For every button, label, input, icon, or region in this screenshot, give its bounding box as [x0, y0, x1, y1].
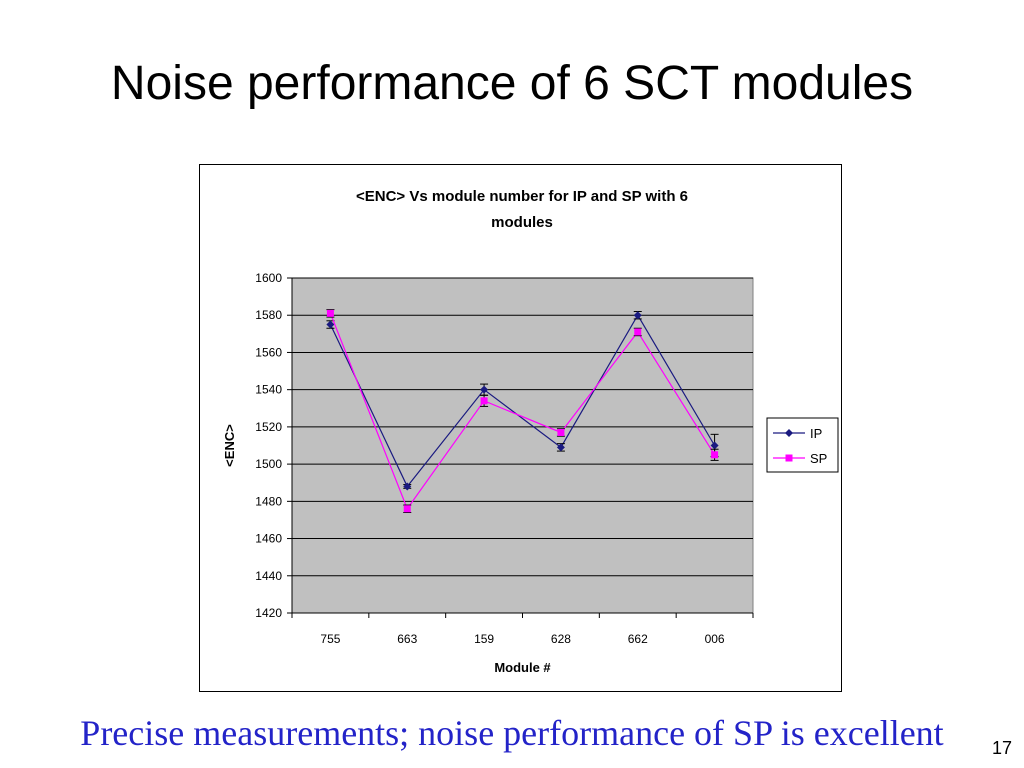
y-tick-label: 1460 — [255, 532, 282, 546]
y-tick-label: 1440 — [255, 569, 282, 583]
data-point-ip — [556, 443, 565, 452]
data-point-sp — [480, 397, 488, 405]
x-tick-label: 755 — [320, 632, 340, 646]
x-tick-label: 628 — [551, 632, 571, 646]
x-tick-label: 662 — [628, 632, 648, 646]
y-axis-label: <ENC> — [222, 424, 237, 467]
data-point-sp — [403, 505, 411, 513]
page-number: 17 — [992, 738, 1013, 758]
legend-marker-ip — [785, 429, 793, 437]
y-tick-label: 1520 — [255, 420, 282, 434]
chart-frame: <ENC> Vs module number for IP and SP wit… — [199, 164, 842, 692]
chart-title-line-2: modules — [491, 214, 553, 231]
y-tick-label: 1600 — [255, 271, 282, 285]
data-point-sp — [711, 451, 719, 459]
legend-label-ip: IP — [810, 426, 822, 441]
series-line-ip — [329, 314, 716, 488]
data-point-sp — [634, 328, 642, 336]
plot-area — [291, 277, 754, 614]
y-tick-label: 1420 — [255, 606, 282, 620]
chart-svg: <ENC> Vs module number for IP and SP wit… — [222, 188, 839, 675]
y-tick-label: 1500 — [255, 457, 282, 471]
data-point-ip — [710, 441, 719, 450]
y-tick-label: 1480 — [255, 494, 282, 508]
x-tick-label: 006 — [705, 632, 725, 646]
data-point-ip — [403, 482, 412, 491]
legend-box — [766, 417, 839, 473]
chart-title-line-1: <ENC> Vs module number for IP and SP wit… — [356, 188, 688, 205]
x-tick-label: 159 — [474, 632, 494, 646]
data-point-sp — [557, 428, 565, 436]
legend-label-sp: SP — [810, 451, 827, 466]
slide-title: Noise performance of 6 SCT modules — [110, 57, 914, 110]
data-point-sp — [326, 309, 334, 317]
x-tick-label: 663 — [397, 632, 417, 646]
data-point-ip — [326, 320, 335, 329]
data-point-ip — [633, 311, 642, 320]
slide-caption: Precise measurements; noise performance … — [80, 713, 944, 753]
series-line-sp — [329, 313, 716, 511]
legend-marker-sp — [785, 454, 793, 462]
y-tick-label: 1540 — [255, 383, 282, 397]
y-tick-label: 1560 — [255, 345, 282, 359]
y-tick-label: 1580 — [255, 308, 282, 322]
data-point-ip — [480, 385, 489, 394]
x-axis-label: Module # — [494, 660, 551, 675]
